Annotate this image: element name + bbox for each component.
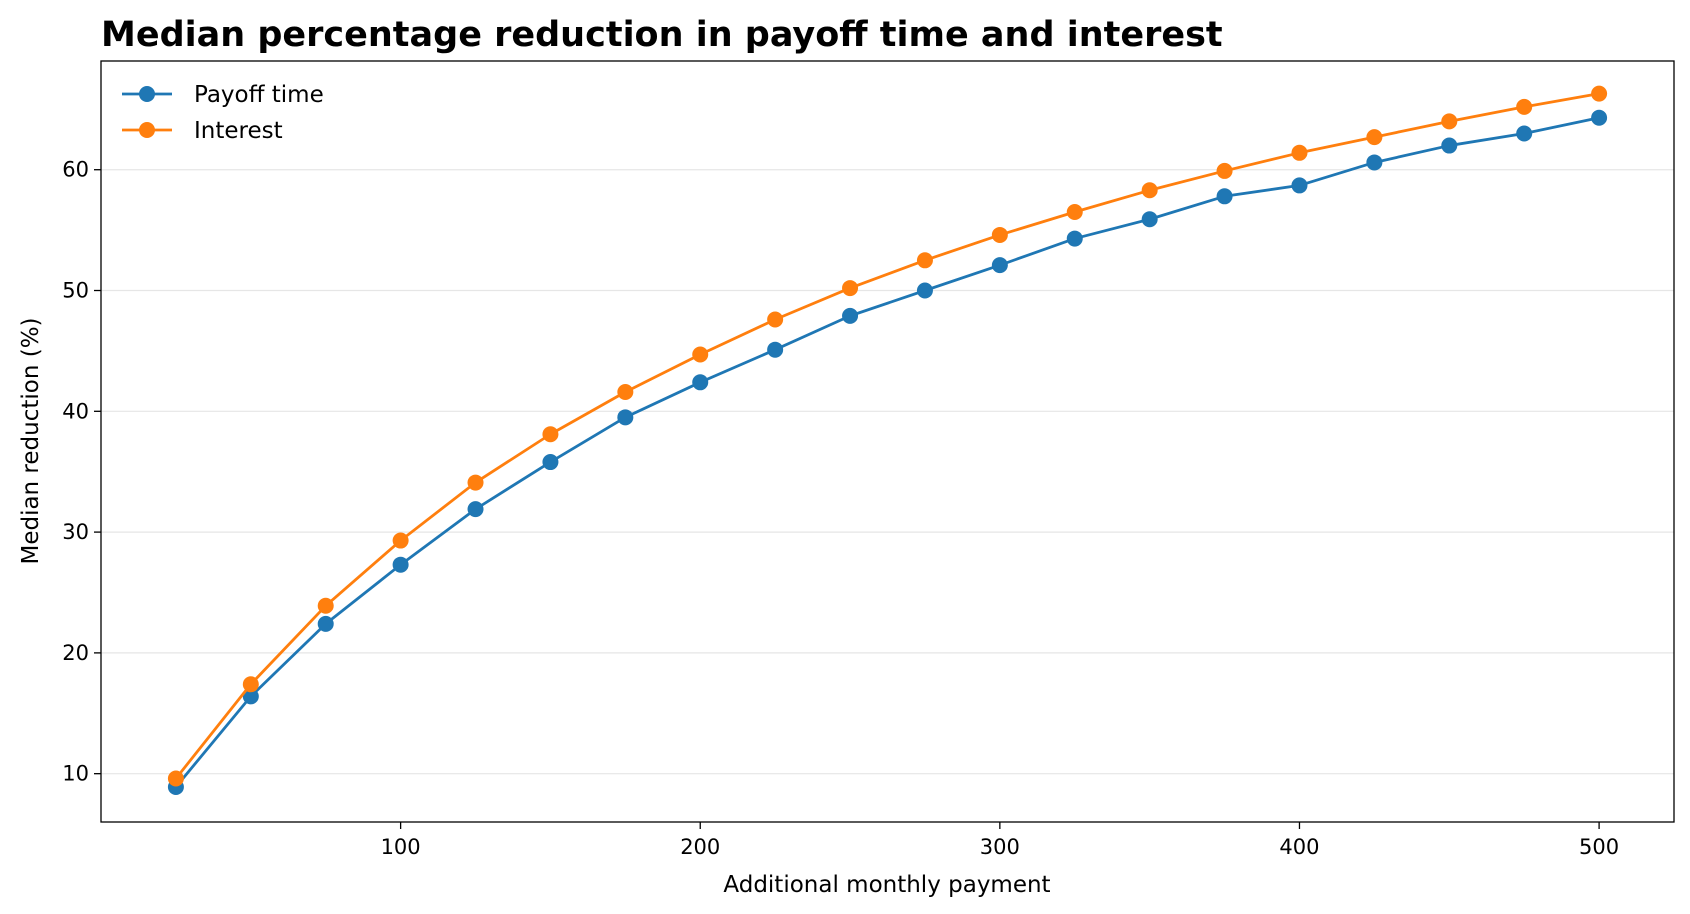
series-line-1 (174, 92, 1600, 780)
legend-marker-0 (139, 86, 155, 102)
data-point-0-16 (1366, 154, 1383, 171)
data-point-1-7 (692, 346, 709, 363)
data-point-0-7 (692, 374, 709, 391)
data-point-0-3 (392, 556, 409, 573)
x-tick-label-3: 400 (1279, 835, 1319, 859)
y-tick-label-4: 50 (62, 279, 89, 303)
x-tick-label-1: 200 (680, 835, 720, 859)
legend: Payoff time Interest (122, 82, 324, 144)
data-point-1-11 (991, 226, 1008, 243)
data-point-1-1 (242, 676, 259, 693)
y-tick-label-1: 20 (62, 641, 89, 665)
data-point-0-18 (1516, 125, 1533, 142)
series-line-0 (174, 116, 1600, 788)
series-1 (167, 85, 1608, 787)
x-tick-label-0: 100 (381, 835, 421, 859)
data-point-1-14 (1216, 162, 1233, 179)
data-point-1-0 (167, 770, 184, 787)
legend-label-0: Payoff time (194, 82, 324, 108)
chart-title: Median percentage reduction in payoff ti… (101, 15, 1223, 55)
data-point-0-6 (617, 409, 634, 426)
data-point-1-4 (467, 474, 484, 491)
data-point-0-12 (1066, 230, 1083, 247)
y-tick-label-3: 40 (62, 399, 89, 423)
data-point-0-19 (1591, 109, 1608, 126)
data-point-0-5 (542, 454, 559, 471)
data-point-1-2 (317, 597, 334, 614)
data-point-0-14 (1216, 188, 1233, 205)
data-point-1-17 (1441, 113, 1458, 130)
y-tick-label-2: 30 (62, 520, 89, 544)
data-point-0-9 (842, 307, 859, 324)
y-axis-ticks: 10 20 30 40 50 60 (62, 158, 101, 786)
y-axis-label: Median reduction (%) (18, 317, 44, 564)
data-point-1-9 (842, 280, 859, 297)
data-point-1-10 (916, 252, 933, 269)
series-layer (167, 85, 1608, 795)
x-tick-label-2: 300 (980, 835, 1020, 859)
data-point-1-8 (767, 311, 784, 328)
legend-marker-1 (139, 122, 155, 138)
data-point-1-16 (1366, 129, 1383, 146)
data-point-1-5 (542, 426, 559, 443)
x-axis-label: Additional monthly payment (723, 872, 1050, 898)
legend-label-1: Interest (194, 118, 283, 144)
data-point-0-1 (242, 688, 259, 705)
grid-lines (101, 169, 1674, 775)
plot-frame (100, 60, 1675, 823)
data-point-1-12 (1066, 203, 1083, 220)
data-point-0-8 (767, 341, 784, 358)
data-point-1-6 (617, 383, 634, 400)
y-tick-label-0: 10 (62, 762, 89, 786)
data-point-0-4 (467, 501, 484, 518)
data-point-0-13 (1141, 211, 1158, 228)
data-point-1-18 (1516, 98, 1533, 115)
data-point-1-13 (1141, 182, 1158, 199)
data-point-0-11 (991, 257, 1008, 274)
x-axis-ticks: 100 200 300 400 500 (381, 822, 1619, 859)
series-0 (167, 109, 1608, 795)
x-tick-label-4: 500 (1579, 835, 1619, 859)
y-tick-label-5: 60 (62, 158, 89, 182)
data-point-0-15 (1291, 177, 1308, 194)
data-point-1-19 (1591, 85, 1608, 102)
data-point-1-15 (1291, 144, 1308, 161)
data-point-1-3 (392, 532, 409, 549)
data-point-0-17 (1441, 137, 1458, 154)
data-point-0-2 (317, 615, 334, 632)
data-point-0-10 (916, 282, 933, 299)
